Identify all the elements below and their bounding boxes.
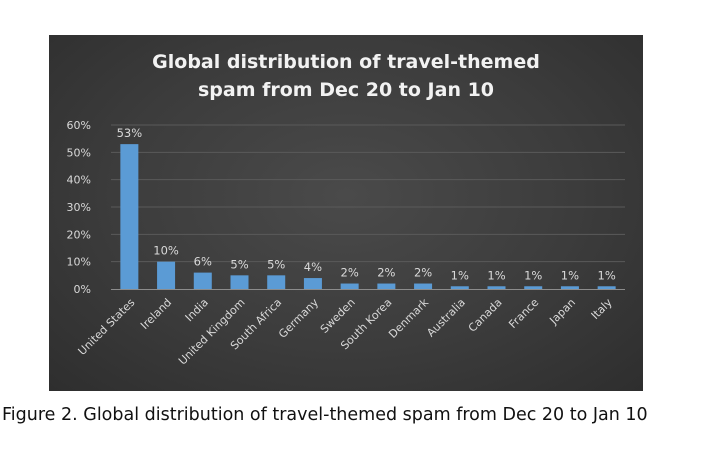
x-tick-label: Ireland xyxy=(138,296,174,332)
data-label: 5% xyxy=(267,257,285,271)
chart-title-line: Global distribution of travel-themed xyxy=(152,51,540,73)
figure-caption: Figure 2. Global distribution of travel-… xyxy=(2,405,648,425)
x-tick-label: Denmark xyxy=(386,295,431,340)
bar xyxy=(560,286,579,289)
data-label: 1% xyxy=(598,268,616,282)
data-label: 5% xyxy=(230,257,248,271)
bar xyxy=(524,286,543,289)
x-tick-label: Germany xyxy=(276,296,321,341)
bar xyxy=(597,286,616,289)
bar xyxy=(377,283,396,289)
chart-title-line: spam from Dec 20 to Jan 10 xyxy=(198,79,494,101)
bar xyxy=(267,275,286,289)
x-tick-label: Italy xyxy=(589,296,615,322)
data-label: 10% xyxy=(153,244,179,258)
x-tick-label: India xyxy=(183,296,211,324)
data-label: 1% xyxy=(451,268,469,282)
y-tick-label: 0% xyxy=(74,283,91,296)
data-label: 1% xyxy=(561,268,579,282)
data-label: 53% xyxy=(117,126,143,140)
y-tick-label: 60% xyxy=(67,119,91,132)
data-label: 4% xyxy=(304,260,322,274)
chart-panel: Global distribution of travel-themed spam… xyxy=(49,35,643,391)
bar xyxy=(487,286,506,289)
data-label: 2% xyxy=(377,266,395,280)
bar xyxy=(230,275,249,289)
y-tick-label: 40% xyxy=(67,174,91,187)
data-label: 6% xyxy=(194,255,212,269)
y-tick-label: 50% xyxy=(67,146,91,159)
bar xyxy=(157,261,176,289)
bar-chart: Global distribution of travel-themed spam… xyxy=(67,51,625,368)
x-tick-label: France xyxy=(506,296,541,331)
bar xyxy=(120,144,139,289)
y-tick-label: 10% xyxy=(67,256,91,269)
data-label: 2% xyxy=(414,266,432,280)
x-tick-label: Canada xyxy=(466,296,505,335)
bar xyxy=(414,283,433,289)
x-tick-label: United States xyxy=(76,296,138,358)
data-label: 1% xyxy=(487,268,505,282)
y-tick-label: 20% xyxy=(67,228,91,241)
data-label: 1% xyxy=(524,268,542,282)
y-tick-label: 30% xyxy=(67,201,91,214)
bar xyxy=(193,272,212,289)
bar xyxy=(450,286,469,289)
bar xyxy=(303,278,322,289)
x-tick-label: United Kingdom xyxy=(176,296,248,368)
bar xyxy=(340,283,359,289)
x-tick-label: Japan xyxy=(546,296,578,328)
data-label: 2% xyxy=(341,266,359,280)
x-tick-label: Australia xyxy=(424,296,468,340)
